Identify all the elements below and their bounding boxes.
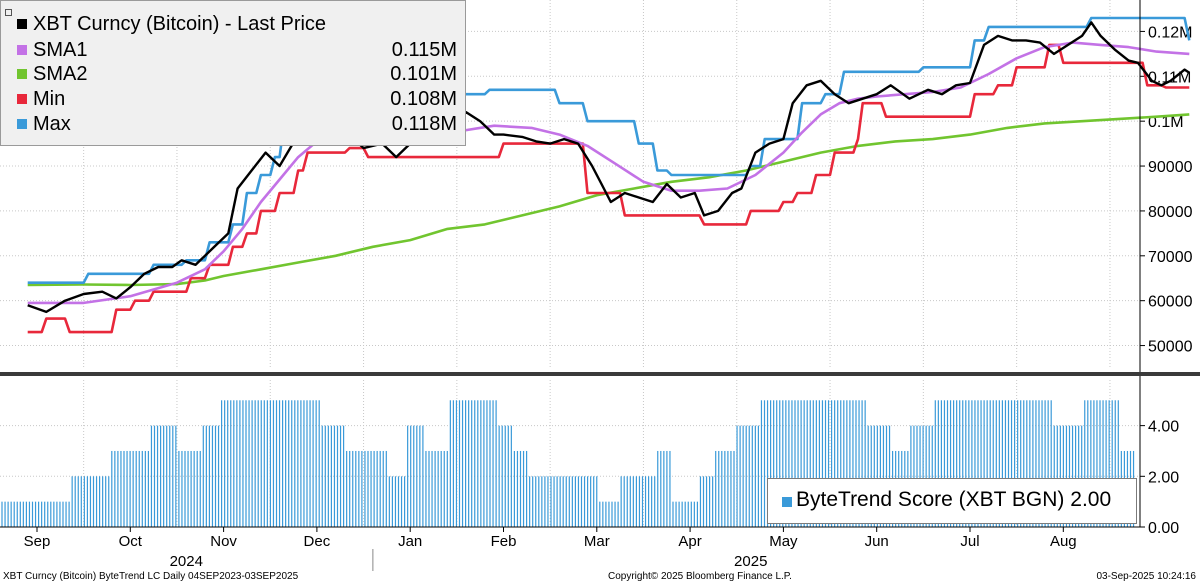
x-tick-label: Dec bbox=[304, 533, 331, 550]
y-tick-label-sub: 4.00 bbox=[1148, 419, 1179, 436]
x-tick-label: Apr bbox=[678, 533, 701, 550]
legend-label-last-price: XBT Curncy (Bitcoin) - Last Price bbox=[33, 13, 327, 35]
x-tick-label: Sep bbox=[24, 533, 51, 550]
legend-label-sma2: SMA2 bbox=[33, 63, 88, 85]
legend-label-sma1: SMA1 bbox=[33, 39, 88, 61]
legend-grip-icon[interactable] bbox=[5, 9, 12, 16]
x-tick-label: May bbox=[769, 533, 798, 550]
score-legend-label: ByteTrend Score (XBT BGN) 2.00 bbox=[796, 488, 1112, 511]
legend-item-max: Max 0.118M bbox=[1, 112, 465, 136]
y-tick-label: 80000 bbox=[1148, 204, 1193, 221]
y-tick-label: 0.11M bbox=[1148, 69, 1191, 86]
x-tick-label: Mar bbox=[584, 533, 610, 550]
x-tick-label: Jul bbox=[960, 533, 979, 550]
legend-item-last-price: XBT Curncy (Bitcoin) - Last Price bbox=[1, 12, 465, 36]
legend-label-min: Min bbox=[33, 88, 66, 110]
y-tick-label: 70000 bbox=[1148, 249, 1193, 266]
x-tick-label: Jun bbox=[865, 533, 889, 550]
legend-swatch-sma2 bbox=[17, 69, 27, 79]
x-tick-label: Aug bbox=[1050, 533, 1077, 550]
legend-value-max: 0.118M bbox=[391, 113, 457, 135]
legend-label-max: Max bbox=[33, 113, 71, 135]
legend-item-sma1: SMA1 0.115M bbox=[1, 38, 465, 62]
legend-swatch-max bbox=[17, 119, 27, 129]
series-line-sma1 bbox=[27, 41, 1190, 305]
y-tick-label: 0.12M bbox=[1148, 24, 1192, 41]
y-tick-label-sub: 0.00 bbox=[1148, 520, 1179, 537]
x-tick-label: Oct bbox=[119, 533, 143, 550]
legend-value-sma2: 0.101M bbox=[390, 63, 457, 85]
x-tick-label: Nov bbox=[210, 533, 237, 550]
series-line-last-price bbox=[27, 21, 1190, 314]
x-tick-label: Jan bbox=[398, 533, 422, 550]
y-tick-label: 50000 bbox=[1148, 339, 1193, 356]
x-tick-label: Feb bbox=[491, 533, 517, 550]
legend-swatch-last-price bbox=[17, 19, 27, 29]
footer-copyright: Copyright© 2025 Bloomberg Finance L.P. bbox=[608, 571, 792, 582]
panel-separator bbox=[0, 372, 1200, 376]
legend: XBT Curncy (Bitcoin) - Last Price SMA1 0… bbox=[0, 0, 466, 146]
legend-value-min: 0.108M bbox=[390, 88, 457, 110]
y-tick-label-sub: 2.00 bbox=[1148, 469, 1179, 486]
score-legend: ByteTrend Score (XBT BGN) 2.00 bbox=[767, 478, 1137, 524]
x-year-label: 2024 bbox=[170, 553, 203, 570]
legend-item-min: Min 0.108M bbox=[1, 87, 465, 111]
footer-left: XBT Curncy (Bitcoin) ByteTrend LC Daily … bbox=[3, 571, 299, 582]
footer-timestamp: 03-Sep-2025 10:24:16 bbox=[1096, 571, 1196, 582]
legend-swatch-sma1 bbox=[17, 45, 27, 55]
legend-item-sma2: SMA2 0.101M bbox=[1, 62, 465, 86]
legend-value-sma1: 0.115M bbox=[391, 39, 457, 61]
score-legend-swatch bbox=[782, 497, 792, 507]
y-tick-label: 0.1M bbox=[1148, 114, 1184, 131]
legend-swatch-min bbox=[17, 94, 27, 104]
series-line-min bbox=[27, 43, 1190, 334]
y-tick-label: 90000 bbox=[1148, 159, 1193, 176]
series-line-max bbox=[27, 16, 1191, 285]
y-tick-label: 60000 bbox=[1148, 294, 1193, 311]
x-year-label: 2025 bbox=[734, 553, 767, 570]
